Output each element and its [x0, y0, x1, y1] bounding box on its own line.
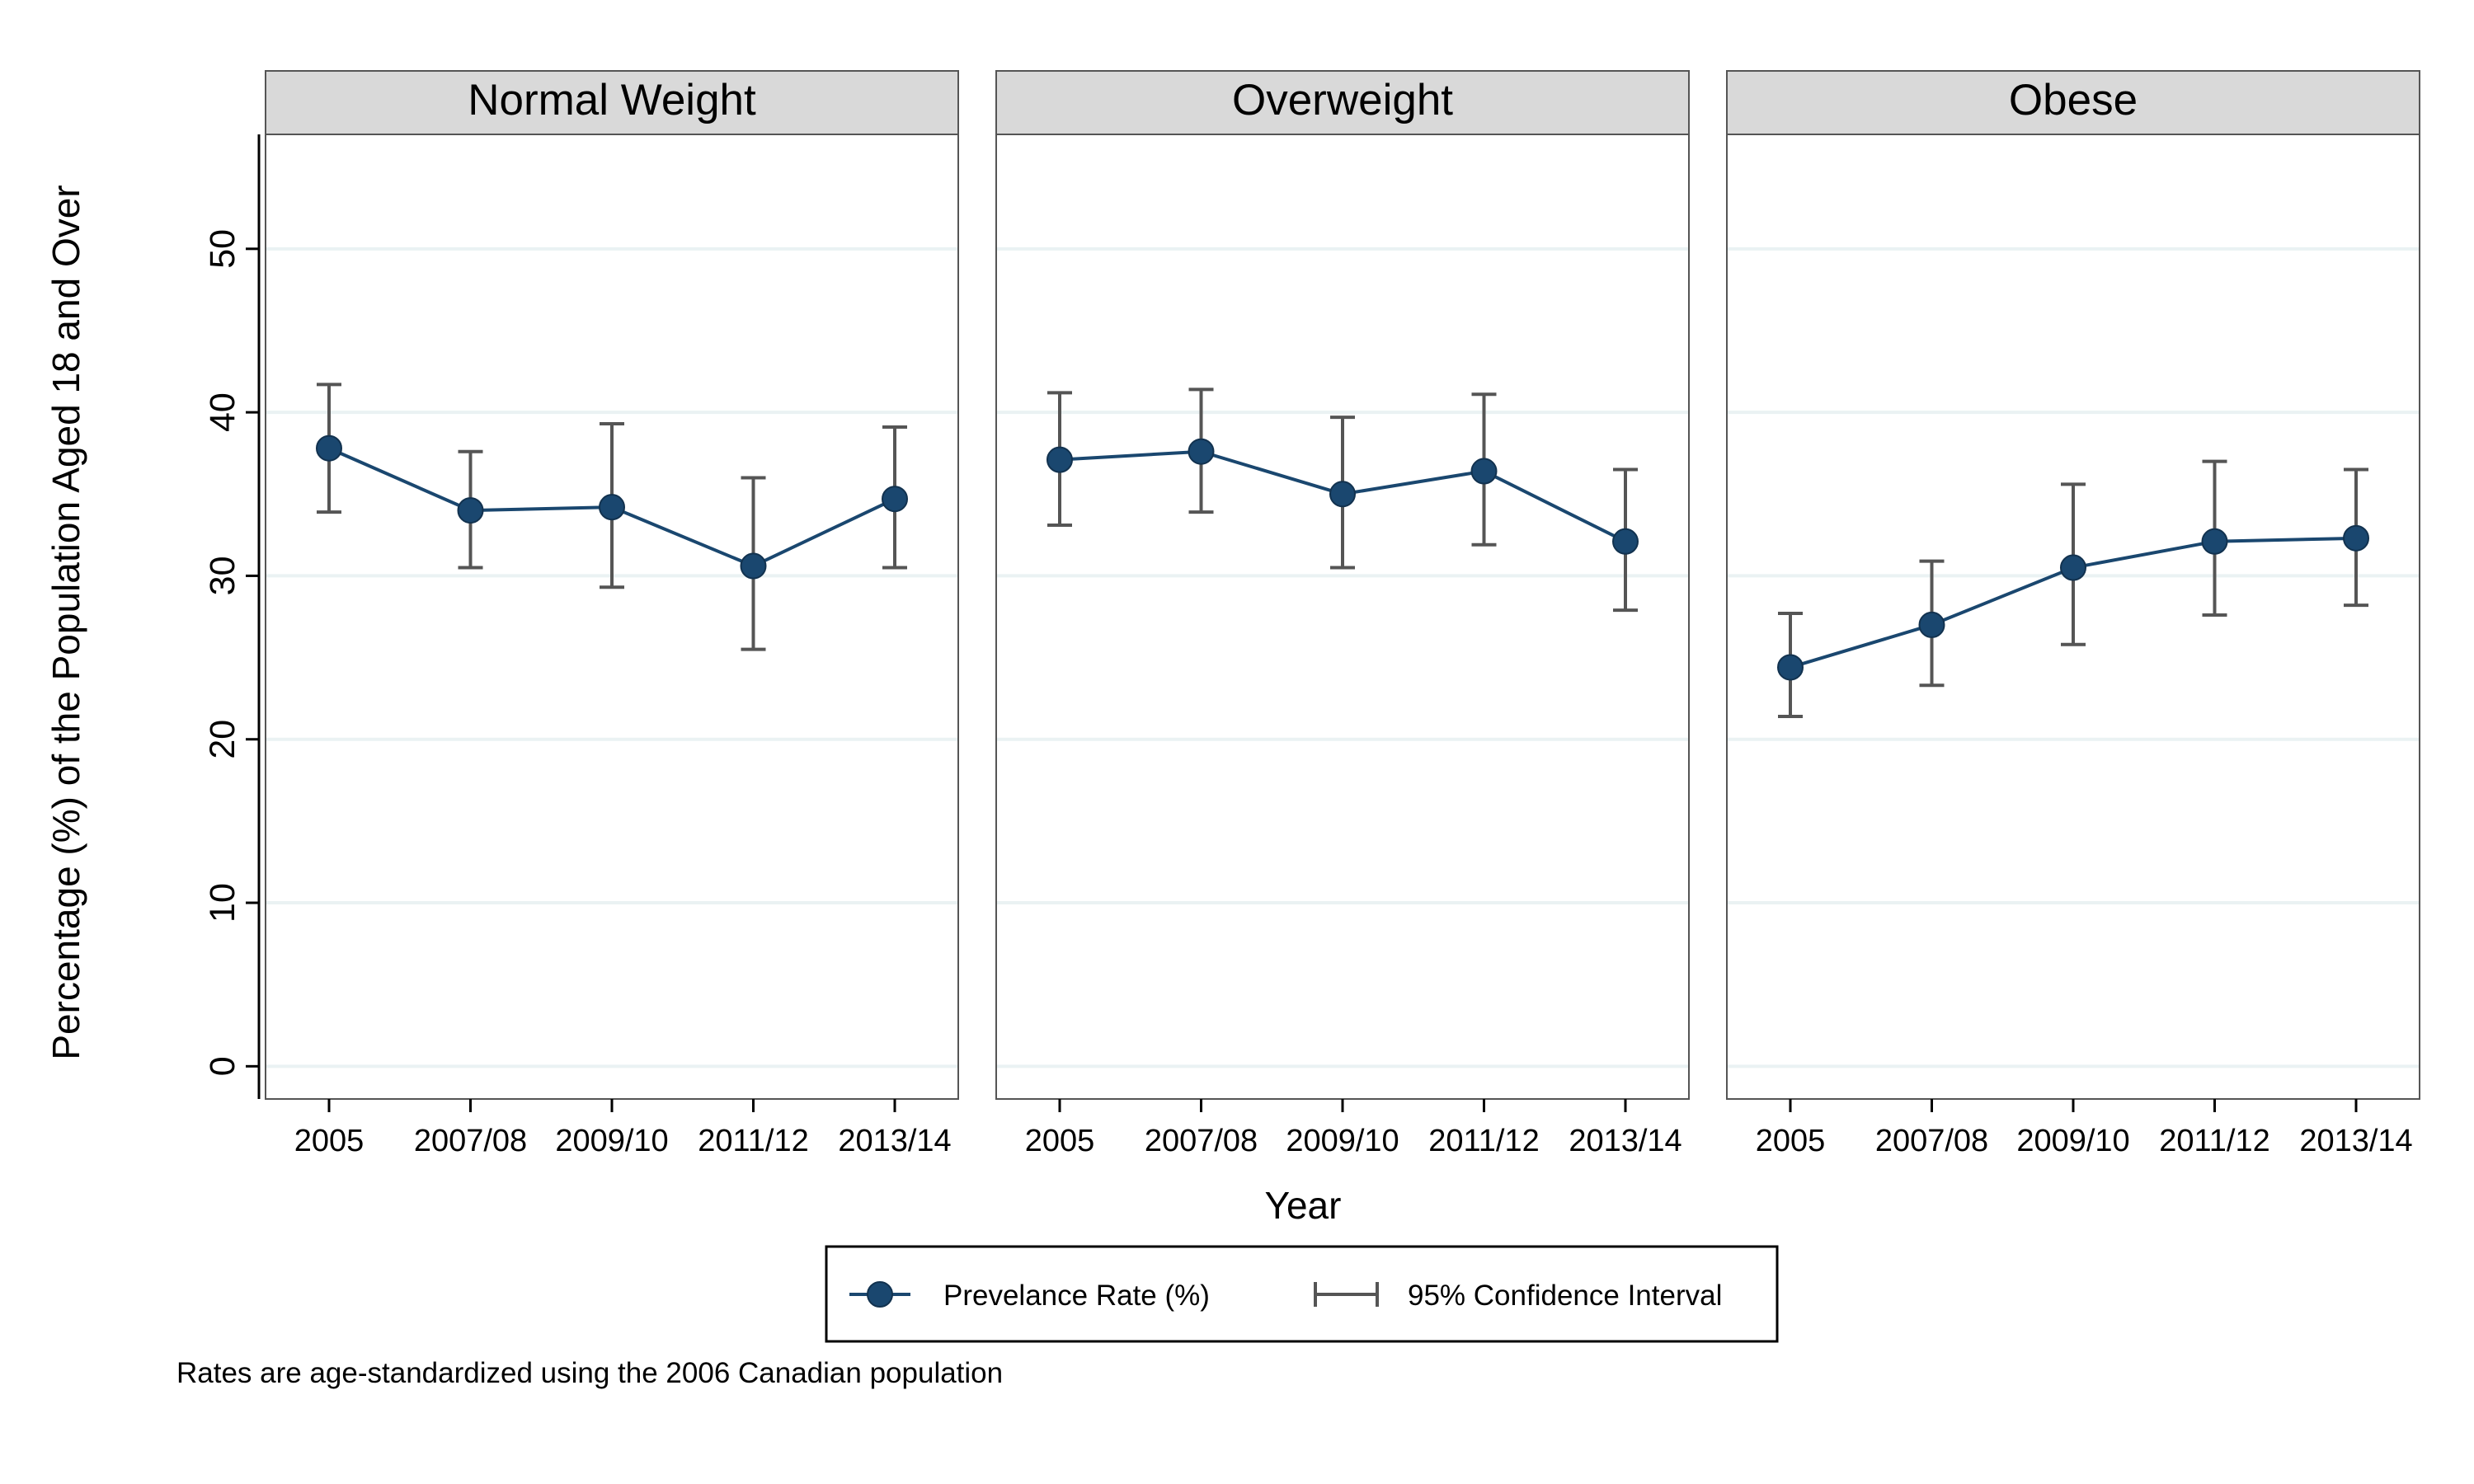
data-point — [2201, 528, 2228, 555]
data-point — [740, 552, 767, 580]
data-point — [2060, 554, 2086, 581]
data-point — [1470, 458, 1498, 485]
y-tick-label: 30 — [203, 556, 242, 596]
legend-frame — [825, 1245, 1779, 1343]
panel-title: Overweight — [1232, 76, 1453, 124]
data-point — [1188, 438, 1215, 465]
x-tick-label: 2009/10 — [2016, 1124, 2129, 1158]
x-axis-title: Year — [1265, 1184, 1342, 1227]
x-tick-label: 2005 — [294, 1124, 365, 1158]
footnote: Rates are age-standardized using the 200… — [176, 1357, 1003, 1389]
y-axis: 0 10 20 30 40 50 — [203, 134, 261, 1099]
y-tick-label: 40 — [203, 392, 242, 432]
panels: Normal Weight 2005 2007/08 2009/10 2011/12 20… — [265, 70, 2420, 1158]
panel-plot-area — [995, 134, 1690, 1100]
data-point — [1777, 654, 1804, 681]
data-point — [1047, 446, 1073, 473]
panel-obese: Obese 2005 2007/08 2009/10 2011/12 2013/14 — [1726, 70, 2420, 1158]
x-tick-label: 2009/10 — [1286, 1124, 1399, 1158]
x-tick-label: 2013/14 — [1569, 1124, 1681, 1158]
x-tick-label: 2007/08 — [1145, 1124, 1258, 1158]
data-point — [316, 434, 342, 462]
panel-plot-area — [265, 134, 959, 1100]
legend: Prevelance Rate (%) 95% Confidence Inter… — [825, 1245, 1779, 1343]
panel-normal-weight: Normal Weight 2005 2007/08 2009/10 2011/12 20… — [265, 70, 959, 1158]
panel-title: Obese — [2009, 76, 2138, 124]
panel-strip — [1726, 70, 2420, 135]
x-tick-label: 2011/12 — [1428, 1124, 1540, 1158]
x-tick-label: 2007/08 — [414, 1124, 527, 1158]
panel-strip — [265, 70, 959, 135]
y-tick-label: 20 — [203, 720, 242, 759]
x-tick-label: 2011/12 — [2159, 1124, 2270, 1158]
legend-rate-marker — [867, 1281, 893, 1308]
x-tick-label: 2005 — [1025, 1124, 1095, 1158]
data-point — [457, 497, 484, 524]
x-tick-label: 2011/12 — [698, 1124, 809, 1158]
x-tick-label: 2013/14 — [2299, 1124, 2412, 1158]
y-axis-title: Percentage (%) of the Population Aged 18… — [45, 185, 87, 1059]
panel-overweight: Overweight 2005 2007/08 2009/10 2011/12 2013/… — [995, 70, 1690, 1158]
panel-title: Normal Weight — [468, 76, 756, 124]
data-point — [599, 494, 625, 521]
x-tick-label: 2013/14 — [838, 1124, 951, 1158]
x-tick-label: 2009/10 — [555, 1124, 668, 1158]
data-point — [1612, 528, 1639, 555]
y-tick-label: 50 — [203, 229, 242, 269]
x-tick-label: 2007/08 — [1875, 1124, 1988, 1158]
legend-rate-label: Prevelance Rate (%) — [943, 1280, 1210, 1312]
data-point — [1918, 611, 1945, 638]
data-point — [882, 486, 908, 513]
y-tick-label: 10 — [203, 883, 242, 923]
legend-ci-label: 95% Confidence Interval — [1408, 1280, 1722, 1312]
data-point — [2343, 524, 2369, 552]
y-tick-label: 0 — [203, 1056, 242, 1076]
data-point — [1329, 481, 1356, 508]
panel-strip — [995, 70, 1690, 135]
x-tick-label: 2005 — [1756, 1124, 1826, 1158]
